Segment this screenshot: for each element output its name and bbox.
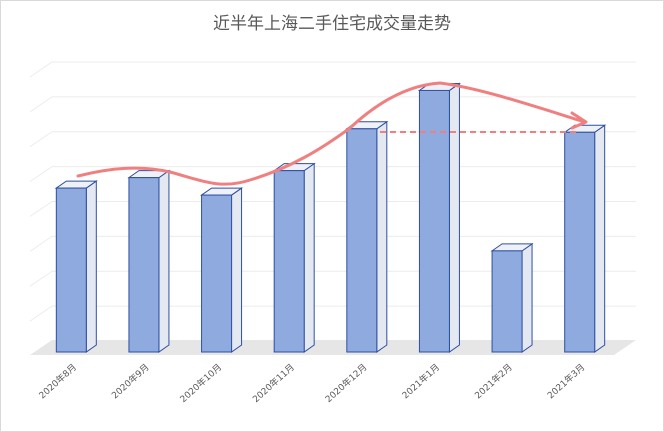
bar-side: [521, 242, 533, 353]
bar-side: [158, 169, 170, 353]
bars: [54, 82, 607, 353]
grid: [29, 61, 636, 322]
bar-side: [85, 180, 97, 353]
bar-side: [376, 120, 388, 353]
bar-side: [231, 187, 243, 353]
bar: [128, 177, 160, 353]
bar-side: [303, 162, 315, 353]
trend-arrow: [570, 111, 588, 130]
bar: [491, 250, 523, 353]
grid-line: [29, 61, 636, 78]
bar: [346, 128, 378, 353]
bar: [201, 194, 233, 353]
floor: [30, 340, 636, 355]
bar: [418, 89, 450, 353]
chart-title: 近半年上海二手住宅成交量走势: [213, 14, 451, 34]
bar-side: [594, 124, 606, 353]
bar-side: [448, 82, 460, 353]
bar: [55, 187, 87, 353]
bar: [564, 131, 596, 353]
bar: [273, 170, 305, 353]
trend-curve: [76, 81, 587, 186]
